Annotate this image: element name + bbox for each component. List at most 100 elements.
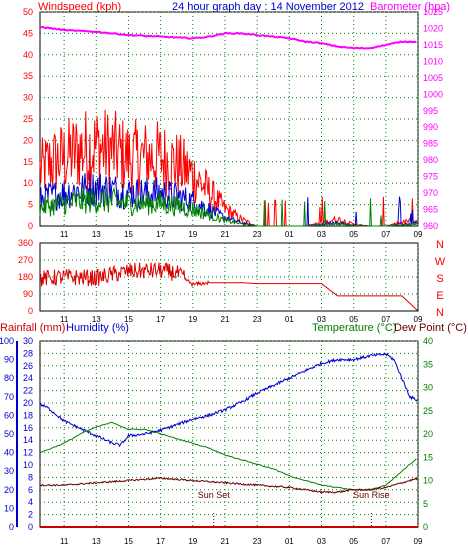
series-barometer: [39, 25, 417, 50]
y-tick-rainfall: 8: [28, 472, 33, 482]
y-tick-windspeed: 30: [23, 93, 33, 103]
x-tick-label: 17: [156, 230, 165, 239]
x-tick-label: 13: [92, 315, 101, 324]
y-tick-windspeed: 40: [23, 50, 33, 60]
y-tick-barometer: 975: [423, 172, 438, 182]
x-tick-label: 01: [285, 230, 294, 239]
y-tick-barometer: 970: [423, 188, 438, 198]
y-tick-direction: 180: [18, 272, 33, 282]
y-tick-windspeed: 0: [28, 221, 33, 231]
temperature-label: Temperature (°C): [312, 322, 396, 334]
y-tick-direction: 360: [18, 238, 33, 248]
x-tick-label: 05: [349, 537, 358, 546]
y-tick-temperature: 0: [423, 522, 428, 532]
y-tick-direction: 90: [23, 289, 33, 299]
y-tick-barometer: 995: [423, 106, 438, 116]
y-tick-humidity: 100: [0, 336, 14, 346]
y-tick-humidity: 60: [4, 410, 14, 420]
y-tick-humidity: 40: [4, 448, 14, 458]
y-tick-direction: 270: [18, 255, 33, 265]
y-tick-temperature: 5: [423, 499, 428, 509]
x-tick-label: 01: [285, 315, 294, 324]
x-tick-label: 07: [381, 230, 390, 239]
y-tick-humidity: 30: [4, 466, 14, 476]
barometer-label: Barometer (hpa): [370, 1, 450, 13]
y-tick-rainfall: 6: [28, 485, 33, 495]
y-tick-barometer: 965: [423, 205, 438, 215]
x-tick-label: 13: [92, 537, 101, 546]
y-tick-humidity: 90: [4, 355, 14, 365]
sun-rise-label: Sun Rise: [353, 490, 390, 500]
grid-direction: [40, 243, 419, 311]
y-tick-rainfall: 24: [23, 373, 33, 383]
plot-area-climate: [39, 340, 419, 528]
graph-title: 24 hour graph day : 14 November 2012: [172, 1, 364, 13]
series-windspeed: [39, 109, 418, 227]
y-tick-barometer: 1010: [423, 56, 443, 66]
y-tick-rainfall: 12: [23, 448, 33, 458]
y-tick-rainfall: 30: [23, 336, 33, 346]
y-tick-humidity: 0: [9, 522, 14, 532]
x-tick-label: 11: [60, 315, 69, 324]
y-tick-rainfall: 22: [23, 386, 33, 396]
compass-label: N: [436, 307, 444, 319]
x-tick-label: 13: [92, 230, 101, 239]
y-tick-barometer: 985: [423, 139, 438, 149]
y-tick-direction: 0: [28, 306, 33, 316]
y-tick-rainfall: 18: [23, 410, 33, 420]
y-tick-windspeed: 45: [23, 28, 33, 38]
y-tick-windspeed: 5: [28, 200, 33, 210]
x-tick-label: 03: [317, 230, 326, 239]
x-tick-label: 03: [317, 315, 326, 324]
x-tick-label: 03: [317, 537, 326, 546]
y-tick-barometer: 1015: [423, 40, 443, 50]
x-tick-label: 05: [349, 230, 358, 239]
y-tick-humidity: 10: [4, 503, 14, 513]
y-tick-barometer: 1020: [423, 23, 443, 33]
y-tick-temperature: 35: [423, 359, 433, 369]
y-tick-windspeed: 25: [23, 114, 33, 124]
x-tick-label: 15: [124, 315, 133, 324]
compass-label: W: [435, 256, 446, 268]
y-tick-temperature: 25: [423, 406, 433, 416]
y-tick-windspeed: 35: [23, 71, 33, 81]
y-tick-windspeed: 15: [23, 157, 33, 167]
x-tick-label: 23: [253, 230, 262, 239]
y-tick-temperature: 15: [423, 452, 433, 462]
y-tick-humidity: 20: [4, 485, 14, 495]
y-tick-rainfall: 26: [23, 361, 33, 371]
x-tick-label: 11: [60, 230, 69, 239]
y-tick-temperature: 10: [423, 476, 433, 486]
series-wind-low: [39, 186, 418, 227]
x-tick-label: 15: [124, 537, 133, 546]
x-tick-label: 07: [381, 537, 390, 546]
humidity-label: Humidity (%): [66, 322, 129, 334]
y-tick-rainfall: 4: [28, 497, 33, 507]
x-tick-label: 19: [188, 230, 197, 239]
dewpoint-label: Dew Point (°C): [394, 322, 467, 334]
x-tick-label: 19: [188, 537, 197, 546]
y-tick-windspeed: 50: [23, 7, 33, 17]
x-tick-label: 23: [253, 537, 262, 546]
y-tick-temperature: 20: [423, 429, 433, 439]
y-tick-humidity: 80: [4, 373, 14, 383]
y-tick-barometer: 990: [423, 122, 438, 132]
y-tick-temperature: 30: [423, 383, 433, 393]
x-tick-label: 17: [156, 537, 165, 546]
compass-label: E: [436, 290, 443, 302]
x-tick-label: 05: [349, 315, 358, 324]
series-wind-direction: [39, 261, 418, 311]
y-tick-rainfall: 2: [28, 510, 33, 520]
y-tick-windspeed: 10: [23, 178, 33, 188]
x-tick-label: 21: [221, 537, 230, 546]
y-tick-barometer: 1000: [423, 89, 443, 99]
y-tick-rainfall: 10: [23, 460, 33, 470]
x-tick-label: 09: [414, 537, 423, 546]
x-tick-label: 15: [124, 230, 133, 239]
series-dewpoint: [39, 476, 418, 494]
x-tick-label: 17: [156, 315, 165, 324]
x-tick-label: 07: [381, 315, 390, 324]
x-tick-label: 11: [60, 537, 69, 546]
compass-label: S: [436, 273, 443, 285]
y-tick-rainfall: 28: [23, 348, 33, 358]
